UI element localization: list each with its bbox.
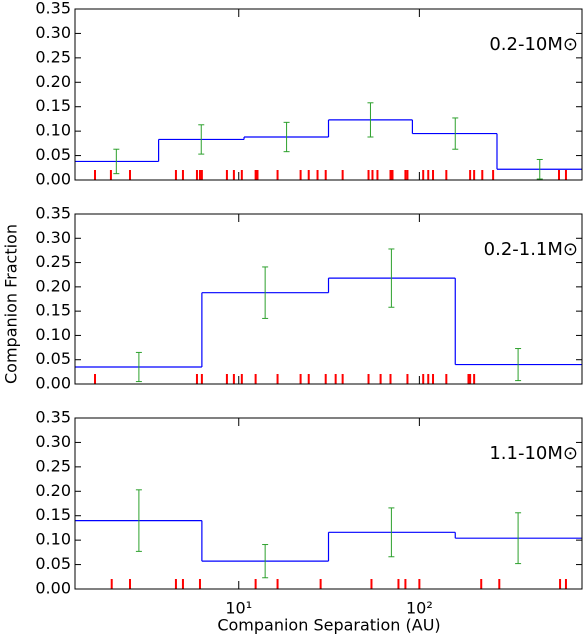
y-tick-label: 0.30 (35, 23, 71, 42)
y-tick-label: 0.00 (35, 374, 71, 393)
y-tick-label: 0.30 (35, 432, 71, 451)
error-bar (262, 544, 269, 579)
error-bar (135, 489, 142, 552)
x-tick-label: 10² (406, 599, 433, 618)
y-tick-label: 0.25 (35, 47, 71, 66)
y-tick-label: 0.00 (35, 579, 71, 598)
error-bar (388, 248, 395, 308)
y-axis-label: Companion Fraction (2, 224, 21, 384)
x-tick-label: 10¹ (225, 599, 252, 618)
error-bar (113, 148, 120, 175)
error-bar (388, 507, 395, 558)
y-tick-label: 0.10 (35, 121, 71, 140)
plot-frame (74, 8, 583, 181)
error-bar (262, 266, 269, 319)
y-tick-label: 0.30 (35, 228, 71, 247)
error-bar (515, 348, 522, 382)
error-bar (283, 121, 290, 153)
y-tick-label: 0.35 (35, 0, 71, 18)
y-tick-label: 0.20 (35, 276, 71, 295)
error-bar (515, 512, 522, 565)
error-bar (135, 351, 142, 383)
y-tick-label: 0.05 (35, 554, 71, 573)
y-tick-label: 0.05 (35, 145, 71, 164)
x-axis-label: Companion Separation (AU) (217, 616, 440, 635)
y-tick-label: 0.15 (35, 96, 71, 115)
y-tick-label: 0.15 (35, 505, 71, 524)
annotation: 1.1-10M⊙ (489, 443, 578, 464)
error-bar (367, 102, 374, 138)
y-tick-label: 0.25 (35, 456, 71, 475)
annotation: 0.2-1.1M⊙ (484, 239, 578, 260)
y-tick-label: 0.15 (35, 301, 71, 320)
y-tick-label: 0.35 (35, 204, 71, 223)
y-tick-label: 0.25 (35, 252, 71, 271)
error-bar (452, 117, 459, 150)
plot-frame (74, 213, 583, 385)
error-bar (536, 158, 543, 180)
error-bar (198, 124, 205, 155)
annotation: 0.2-10M⊙ (489, 34, 578, 55)
y-tick-label: 0.35 (35, 408, 71, 427)
y-tick-label: 0.10 (35, 530, 71, 549)
plot-frame (74, 417, 583, 590)
y-tick-label: 0.10 (35, 325, 71, 344)
y-tick-label: 0.20 (35, 72, 71, 91)
y-tick-label: 0.05 (35, 349, 71, 368)
y-tick-label: 0.20 (35, 481, 71, 500)
y-tick-label: 0.00 (35, 170, 71, 189)
